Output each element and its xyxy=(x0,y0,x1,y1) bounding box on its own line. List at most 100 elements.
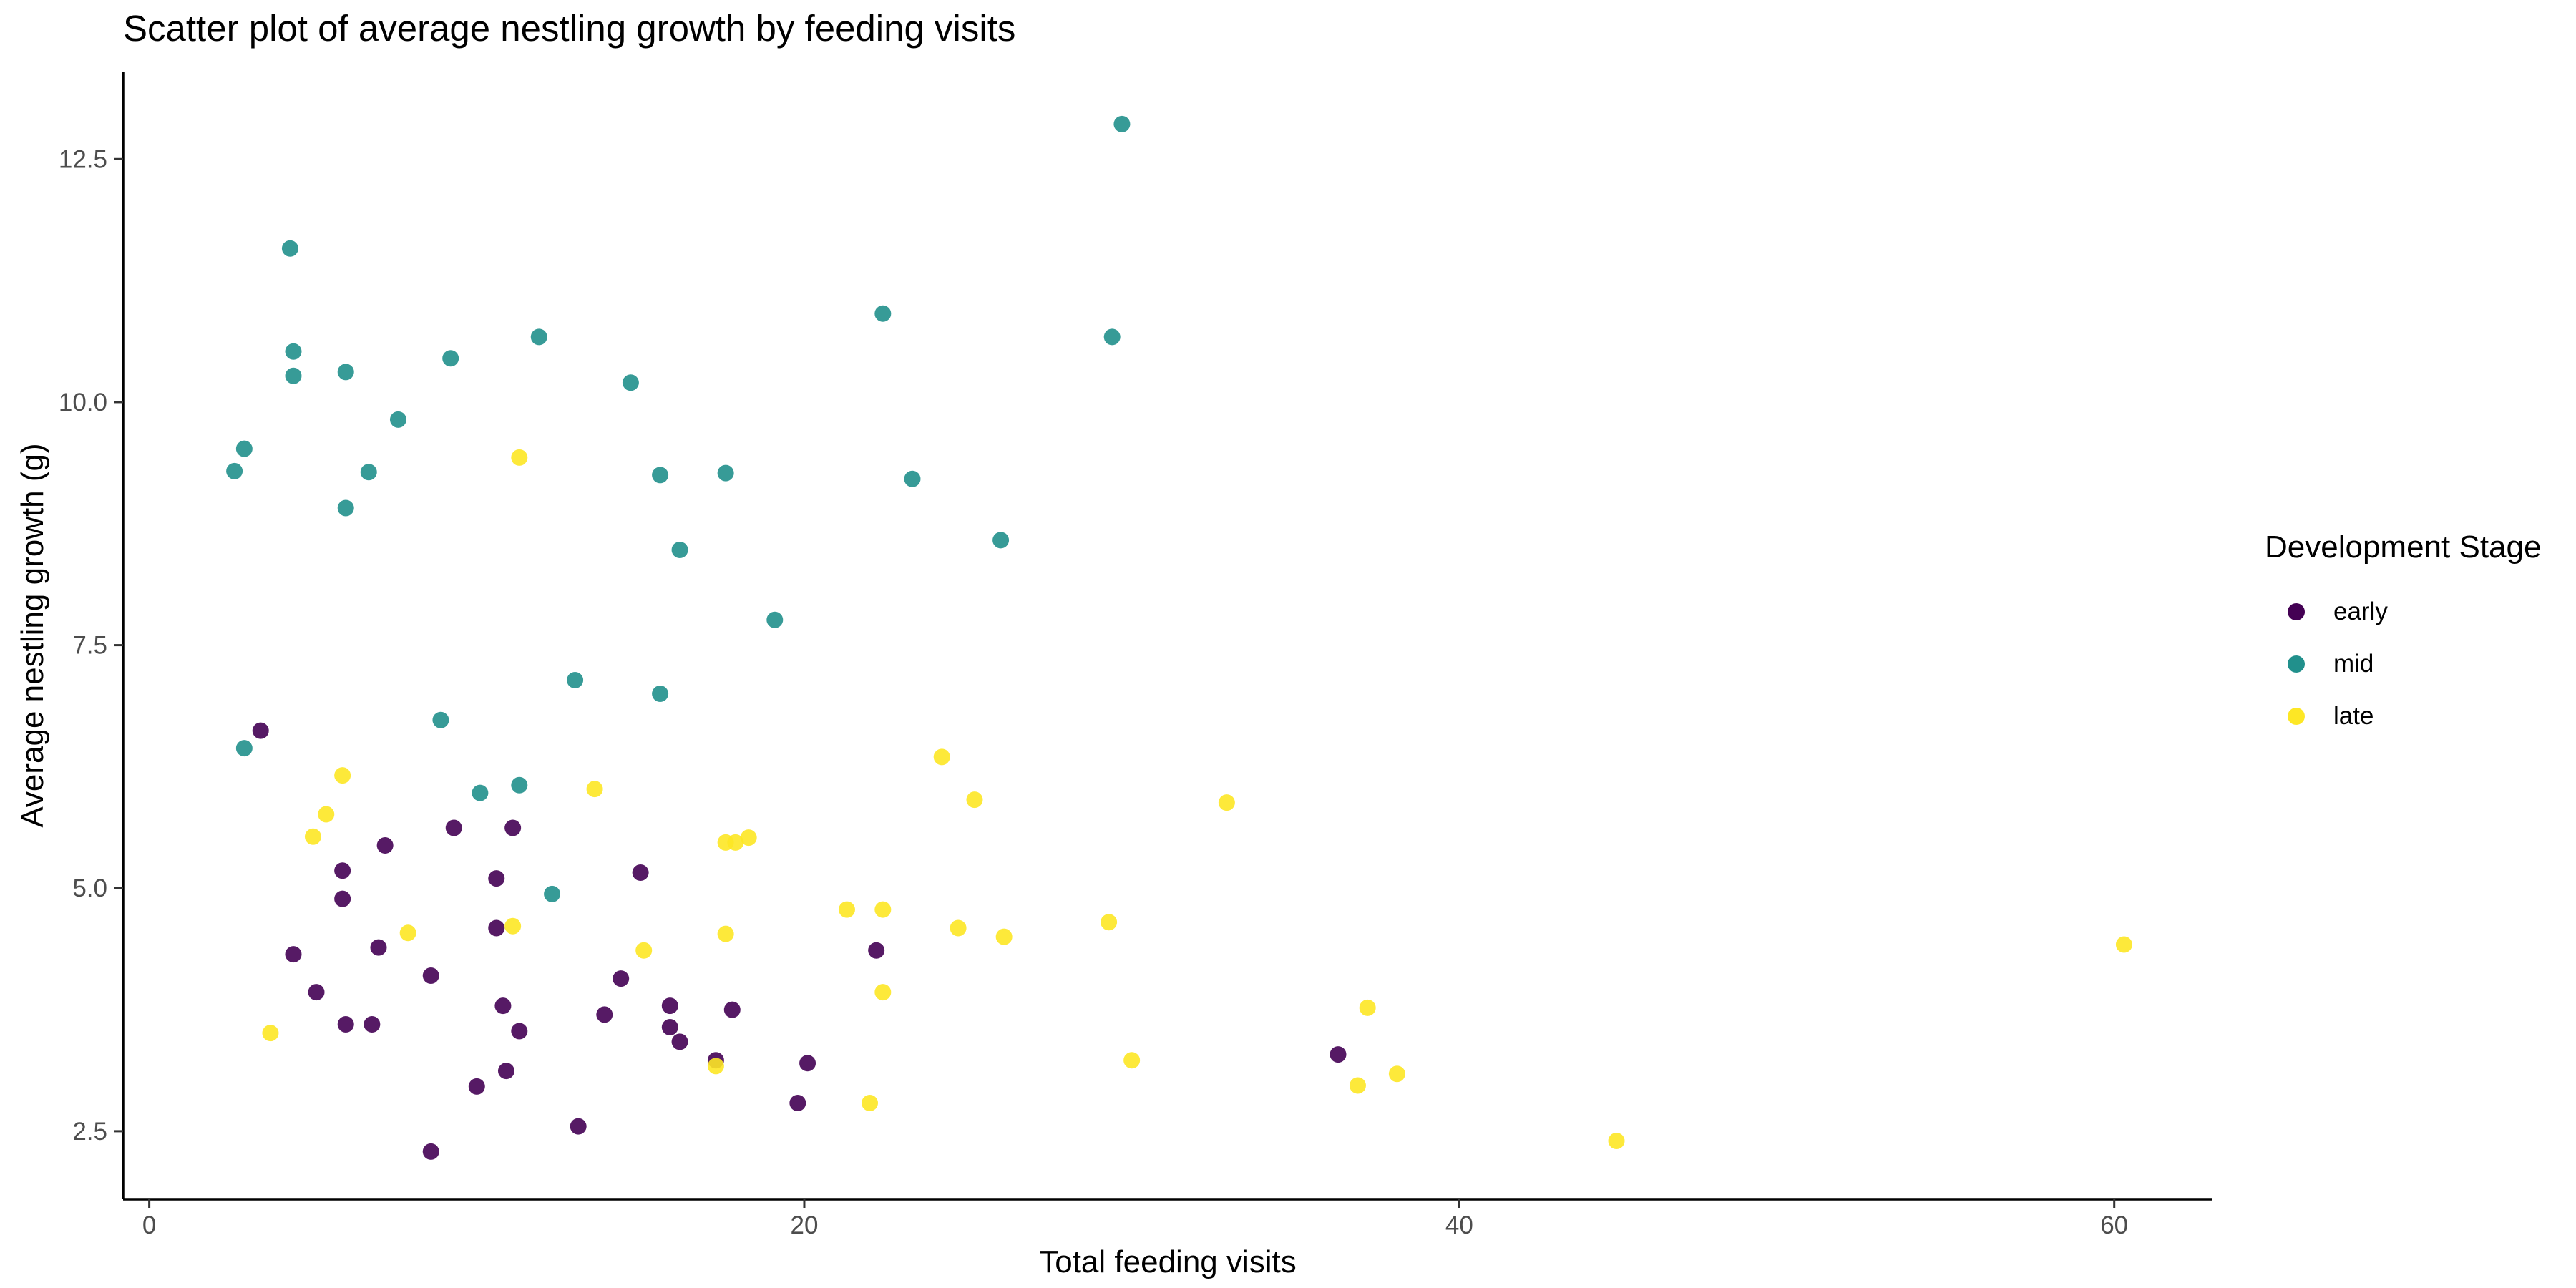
data-point-early xyxy=(422,1143,439,1160)
data-point-early xyxy=(661,1019,678,1036)
data-point-late xyxy=(1608,1132,1625,1149)
data-point-mid xyxy=(281,240,298,257)
data-point-mid xyxy=(442,350,459,367)
data-point-late xyxy=(1388,1065,1405,1083)
data-point-early xyxy=(308,984,325,1001)
data-point-late xyxy=(1218,794,1235,811)
y-ticks: 2.5 5.0 7.5 10.0 12.5 xyxy=(59,145,123,1146)
data-point-early xyxy=(364,1015,381,1033)
data-point-early xyxy=(504,819,522,836)
data-point-early xyxy=(468,1078,485,1095)
data-point-mid xyxy=(337,499,354,517)
data-point-early xyxy=(445,819,462,836)
data-point-early xyxy=(511,1023,528,1040)
data-point-mid xyxy=(1103,328,1121,346)
y-tick-label: 10.0 xyxy=(59,389,107,416)
data-point-early xyxy=(488,870,505,887)
data-point-early xyxy=(671,1033,688,1050)
legend-label-mid: mid xyxy=(2333,649,2374,678)
data-point-mid xyxy=(389,411,406,428)
data-point-late xyxy=(635,942,653,959)
data-point-mid xyxy=(285,343,302,360)
chart-title: Scatter plot of average nestling growth … xyxy=(123,8,1016,49)
data-points xyxy=(226,115,2132,1160)
y-axis-title: Average nestling growth (g) xyxy=(15,443,50,827)
data-point-late xyxy=(740,829,757,847)
data-point-late xyxy=(304,828,321,845)
x-ticks: 0 20 40 60 xyxy=(142,1199,2128,1239)
data-point-mid xyxy=(235,740,253,757)
axes xyxy=(122,72,2212,1201)
data-point-mid xyxy=(652,686,669,703)
y-tick-label: 2.5 xyxy=(72,1118,107,1146)
data-point-late xyxy=(966,791,983,809)
y-tick-label: 7.5 xyxy=(72,632,107,660)
x-tick-label: 20 xyxy=(791,1211,819,1239)
data-point-late xyxy=(933,748,950,766)
data-point-early xyxy=(370,939,387,956)
data-point-mid xyxy=(567,671,584,688)
data-point-early xyxy=(632,864,649,882)
data-point-early xyxy=(285,946,302,963)
data-point-early xyxy=(570,1118,587,1135)
data-point-early xyxy=(596,1006,613,1023)
data-point-late xyxy=(511,449,528,466)
data-point-late xyxy=(318,806,335,823)
data-point-mid xyxy=(432,711,449,728)
legend-title: Development Stage xyxy=(2265,530,2542,565)
data-point-early xyxy=(376,836,394,854)
data-point-late xyxy=(874,984,892,1001)
data-point-late xyxy=(504,917,522,935)
legend-item-late: late xyxy=(2265,690,2541,742)
data-point-early xyxy=(789,1094,806,1111)
legend: Development Stage early mid late xyxy=(2265,530,2541,742)
data-point-late xyxy=(862,1094,879,1111)
data-point-late xyxy=(1359,999,1376,1016)
data-point-late xyxy=(399,924,416,942)
data-point-mid xyxy=(226,462,243,479)
data-point-early xyxy=(488,919,505,937)
data-point-mid xyxy=(874,305,892,322)
legend-item-early: early xyxy=(2265,585,2541,638)
data-point-early xyxy=(497,1063,514,1080)
data-point-late xyxy=(727,834,744,851)
data-point-early xyxy=(334,862,351,879)
data-point-early xyxy=(799,1055,816,1072)
legend-label-early: early xyxy=(2333,597,2388,625)
data-point-mid xyxy=(671,541,688,558)
data-point-late xyxy=(838,901,855,918)
data-point-early xyxy=(337,1015,354,1033)
data-point-late xyxy=(950,919,967,937)
data-point-late xyxy=(334,767,351,784)
data-point-mid xyxy=(904,470,921,487)
data-point-early xyxy=(1330,1046,1347,1063)
legend-key-early xyxy=(2288,602,2305,620)
y-tick-label: 12.5 xyxy=(59,145,107,173)
legend-key-late xyxy=(2288,707,2305,725)
data-point-mid xyxy=(235,440,253,457)
data-point-early xyxy=(723,1001,741,1018)
data-point-mid xyxy=(360,464,377,481)
legend-key-mid xyxy=(2288,655,2305,673)
data-point-early xyxy=(334,890,351,907)
data-point-early xyxy=(613,970,630,987)
data-point-mid xyxy=(337,364,354,381)
data-point-late xyxy=(707,1058,724,1075)
data-point-late xyxy=(1123,1052,1141,1069)
data-point-mid xyxy=(717,464,734,482)
data-point-mid xyxy=(766,611,784,628)
x-tick-label: 60 xyxy=(2100,1211,2128,1239)
data-point-mid xyxy=(1113,115,1131,132)
data-point-late xyxy=(874,901,892,918)
data-point-mid xyxy=(530,328,547,346)
data-point-late xyxy=(717,925,734,942)
data-point-late xyxy=(586,781,603,798)
data-point-late xyxy=(995,928,1013,945)
x-axis-title: Total feeding visits xyxy=(1039,1244,1297,1279)
data-point-early xyxy=(252,722,269,739)
x-tick-label: 0 xyxy=(142,1211,156,1239)
data-point-early xyxy=(868,942,885,959)
data-point-mid xyxy=(992,532,1010,549)
data-point-late xyxy=(2115,936,2132,953)
data-point-late xyxy=(1349,1077,1366,1094)
